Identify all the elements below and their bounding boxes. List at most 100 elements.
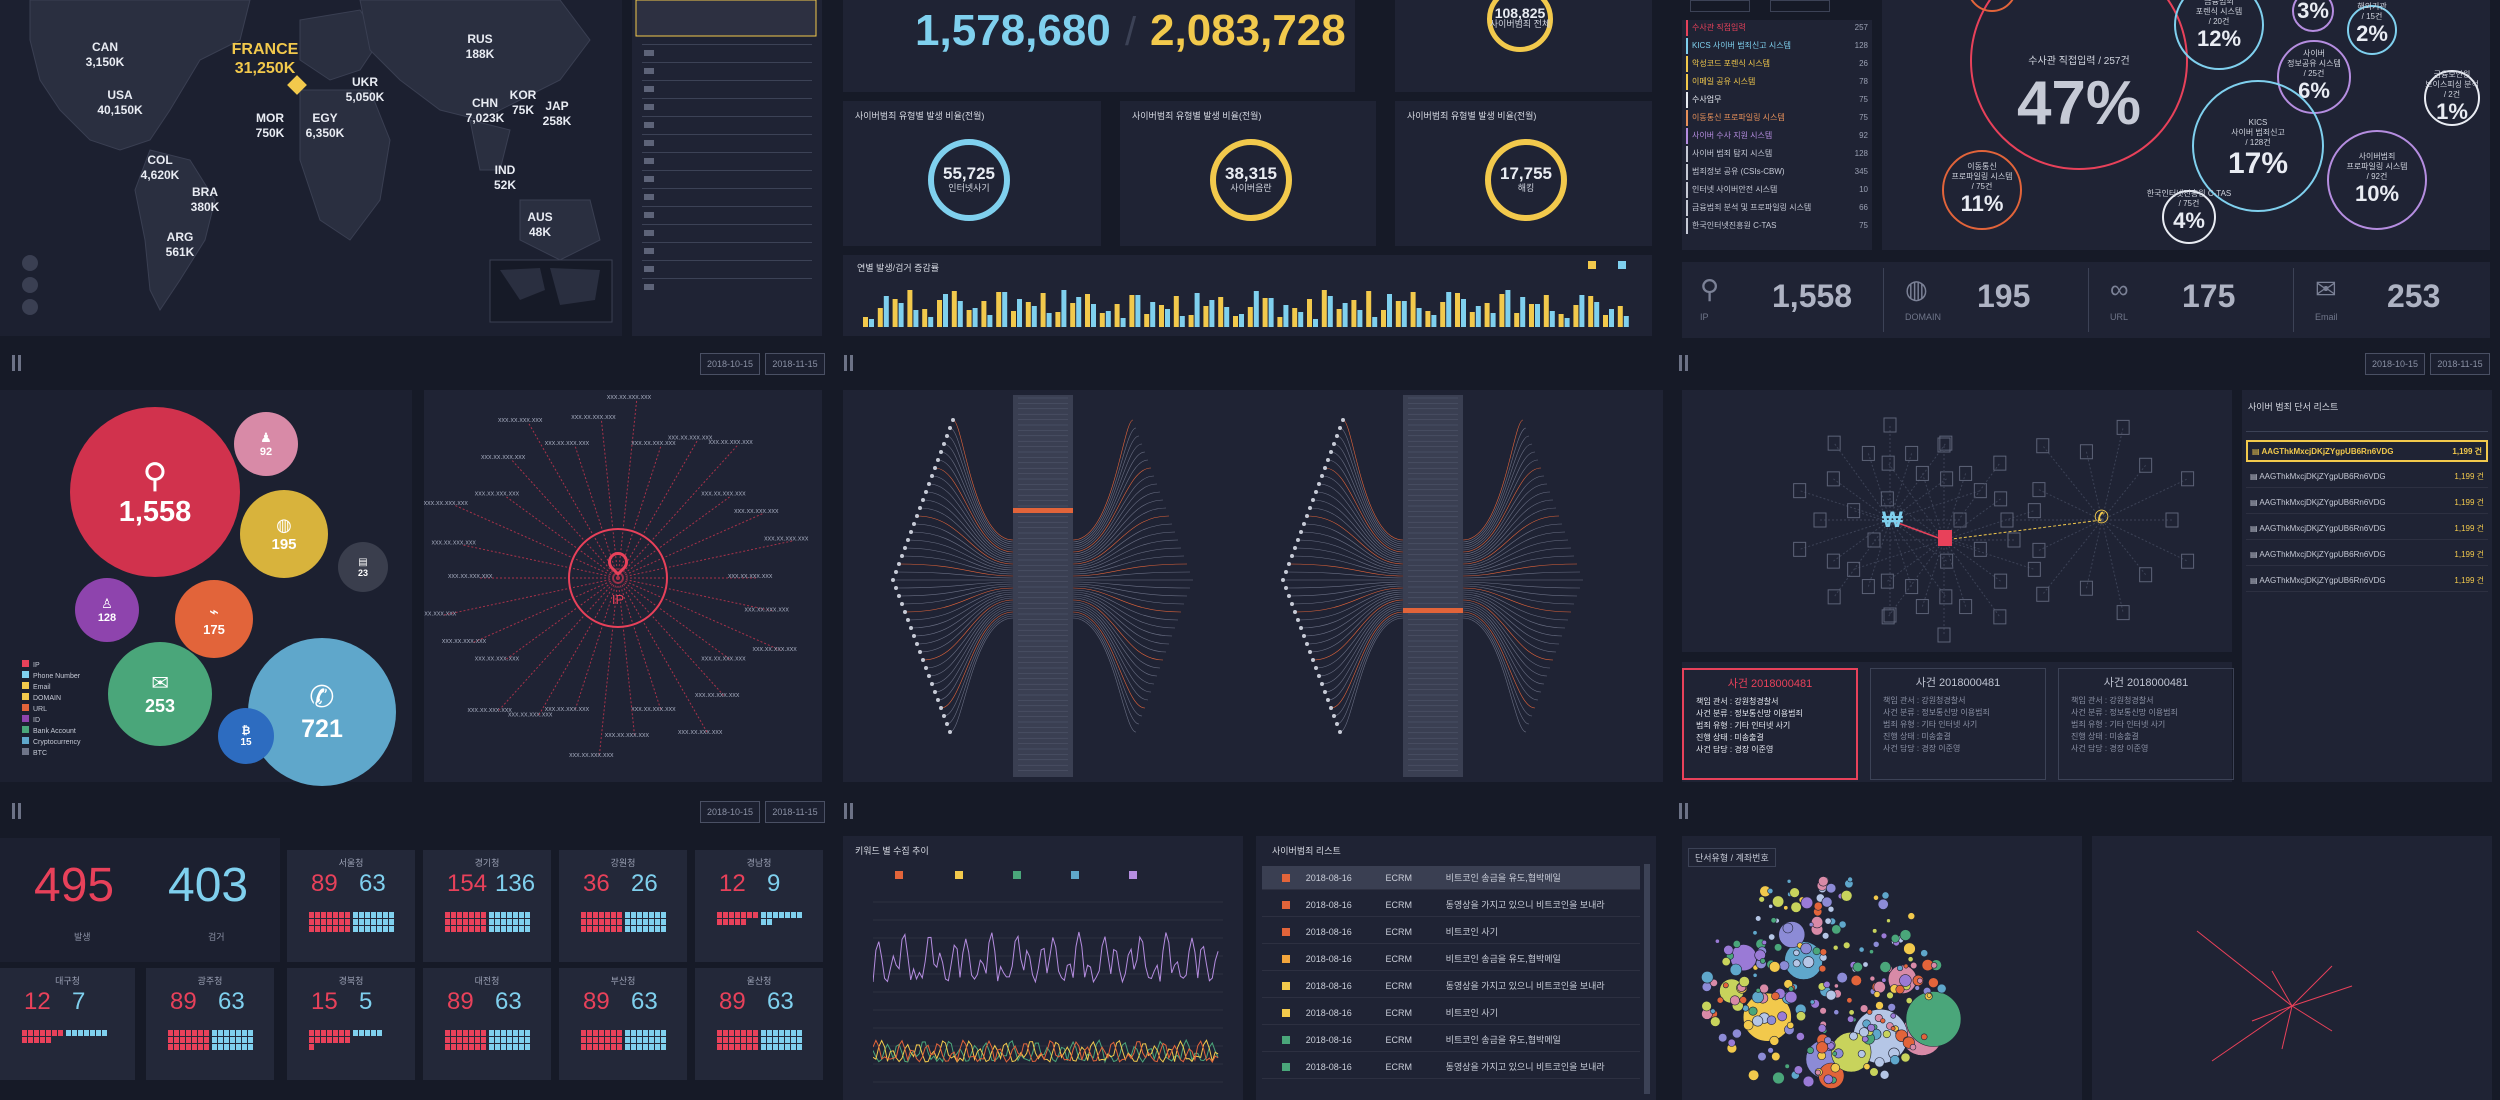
case-node[interactable]: [1940, 553, 1954, 569]
cluster-node[interactable]: [1766, 1015, 1777, 1025]
cluster-node[interactable]: [1817, 1024, 1827, 1033]
date-end-button[interactable]: 2018-11-15: [765, 801, 825, 823]
cluster-node[interactable]: [1792, 959, 1801, 968]
case-node[interactable]: [1826, 553, 1840, 569]
cluster-node[interactable]: [1722, 982, 1729, 989]
cluster-node[interactable]: [1769, 1035, 1780, 1046]
tab-source-2[interactable]: [1770, 0, 1830, 12]
cluster-node[interactable]: [1800, 942, 1812, 955]
cluster-node[interactable]: [1866, 1009, 1873, 1015]
cluster-node[interactable]: [1890, 1055, 1901, 1066]
case-node[interactable]: [2181, 553, 2195, 569]
cluster-node[interactable]: [1790, 901, 1802, 913]
cluster-node[interactable]: [1783, 905, 1789, 911]
cluster-node[interactable]: [1802, 1075, 1815, 1088]
cluster-node[interactable]: [1757, 1052, 1767, 1062]
ip-node-label[interactable]: xxx.xx.xxx.xxx: [569, 752, 614, 759]
region-tile[interactable]: 울산청 89 63: [695, 968, 823, 1080]
region-tile[interactable]: 부산청 89 63: [559, 968, 687, 1080]
cluster-node[interactable]: [1824, 917, 1832, 925]
cluster-node[interactable]: [1899, 929, 1912, 941]
cluster-node[interactable]: [1819, 1007, 1827, 1015]
entity-bubble[interactable]: ⚲ 1,558: [70, 407, 240, 577]
region-tile[interactable]: 대구청 12 7: [0, 968, 135, 1080]
date-end-button[interactable]: 2018-11-15: [2430, 353, 2490, 375]
ip-node-label[interactable]: xxx.xx.xxx.xxx: [448, 573, 493, 580]
ip-node-label[interactable]: xxx.xx.xxx.xxx: [708, 439, 753, 446]
case-node[interactable]: [1905, 579, 1919, 595]
ip-node-label[interactable]: xxx.xx.xxx.xxx: [728, 573, 773, 580]
ip-node-label[interactable]: xxx.xx.xxx.xxx: [545, 706, 590, 713]
cluster-node[interactable]: [1832, 1051, 1838, 1057]
cluster-node[interactable]: [1872, 941, 1880, 948]
pause-icon[interactable]: [10, 803, 24, 819]
cluster-node[interactable]: [1897, 965, 1904, 972]
case-node[interactable]: [1847, 561, 1861, 577]
crime-row[interactable]: 2018-08-16 ECRM 비트코인 사기: [1262, 920, 1640, 944]
cluster-node[interactable]: [1751, 991, 1764, 1004]
ip-node-label[interactable]: xxx.xx.xxx.xxx: [668, 434, 713, 441]
crime-row[interactable]: 2018-08-16 ECRM 비트코인 송금을 유도,협박메일: [1262, 866, 1640, 890]
cluster-node[interactable]: [1872, 928, 1878, 934]
cluster-node[interactable]: [1768, 903, 1774, 909]
cluster-node[interactable]: [1903, 963, 1909, 969]
cluster-node[interactable]: [1727, 1038, 1736, 1047]
case-node[interactable]: [1827, 435, 1841, 451]
case-node[interactable]: [1793, 541, 1807, 557]
case-node[interactable]: [1993, 455, 2007, 471]
cluster-node[interactable]: [1772, 1071, 1785, 1085]
cluster-node[interactable]: [1779, 960, 1790, 971]
rank-row[interactable]: 인터넷 사이버안전 시스템 10: [1686, 182, 1868, 198]
cluster-node[interactable]: [1875, 1001, 1884, 1010]
case-node[interactable]: [1953, 512, 1967, 528]
cluster-node[interactable]: [1716, 996, 1724, 1004]
case-node[interactable]: [2027, 561, 2041, 577]
cluster-node[interactable]: [1818, 876, 1829, 887]
entity-bubble[interactable]: ⌁ 175: [175, 580, 253, 658]
case-node[interactable]: [1883, 607, 1897, 623]
cluster-node[interactable]: [1789, 887, 1800, 898]
crime-row[interactable]: 2018-08-16 ECRM 비트코인 송금을 유도,협박메일: [1262, 947, 1640, 971]
entity-bubble[interactable]: ◍ 195: [240, 490, 328, 578]
cluster-node[interactable]: [1732, 940, 1741, 949]
cluster-node[interactable]: [1767, 1047, 1774, 1054]
pause-icon[interactable]: [10, 355, 24, 371]
cluster-node[interactable]: [1847, 876, 1853, 883]
cluster-node[interactable]: [1909, 1043, 1917, 1051]
cluster-node[interactable]: [1701, 971, 1714, 984]
region-tile[interactable]: 경기청 154 136: [423, 850, 551, 962]
cluster-node[interactable]: [1748, 1006, 1758, 1016]
case-node[interactable]: [2079, 580, 2093, 596]
clue-row[interactable]: ▤ AAGThkMxcjDKjZYgpUB6Rn6VDG 1,199 건: [2246, 544, 2488, 566]
case-node[interactable]: [2032, 482, 2046, 498]
rank-row[interactable]: 이메일 공유 시스템 78: [1686, 74, 1868, 90]
home-icon[interactable]: [22, 255, 38, 271]
cluster-node[interactable]: [1768, 933, 1776, 941]
rank-row[interactable]: KICS 사이버 범죄신고 시스템 128: [1686, 38, 1868, 54]
zoom-out-icon[interactable]: [22, 299, 38, 315]
cluster-node[interactable]: [1869, 949, 1874, 955]
case-card[interactable]: 사건 2018000481 책임 관서 : 강원청경찰서 사건 분류 : 정보통신망…: [2058, 668, 2234, 780]
cluster-node[interactable]: [1850, 974, 1862, 987]
cluster-node[interactable]: [1867, 1023, 1876, 1032]
cluster-node[interactable]: [1830, 1063, 1841, 1073]
cluster-node[interactable]: [1847, 1015, 1855, 1023]
case-node[interactable]: [1937, 627, 1951, 643]
cluster-node[interactable]: [1848, 1009, 1855, 1016]
rank-row[interactable]: 악성코드 포렌식 시스템 26: [1686, 56, 1868, 72]
case-node[interactable]: [2036, 438, 2050, 454]
region-tile[interactable]: 광주청 89 63: [146, 968, 274, 1080]
date-start-button[interactable]: 2018-10-15: [700, 801, 760, 823]
cluster-node[interactable]: [1903, 942, 1916, 955]
case-node[interactable]: [1994, 573, 2008, 589]
cluster-node[interactable]: [1825, 989, 1837, 1001]
clue-row[interactable]: ▤ AAGThkMxcjDKjZYgpUB6Rn6VDG 1,199 건: [2246, 466, 2488, 488]
cluster-node[interactable]: [1826, 883, 1837, 894]
clue-row[interactable]: ▤ AAGThkMxcjDKjZYgpUB6Rn6VDG 1,199 건: [2246, 570, 2488, 592]
cluster-node[interactable]: [1824, 1036, 1832, 1045]
cluster-node[interactable]: [1881, 977, 1887, 983]
cluster-node[interactable]: [1768, 961, 1781, 973]
cluster-node[interactable]: [1859, 1027, 1869, 1038]
cluster-node[interactable]: [1887, 1003, 1896, 1012]
case-node[interactable]: [2139, 567, 2153, 583]
